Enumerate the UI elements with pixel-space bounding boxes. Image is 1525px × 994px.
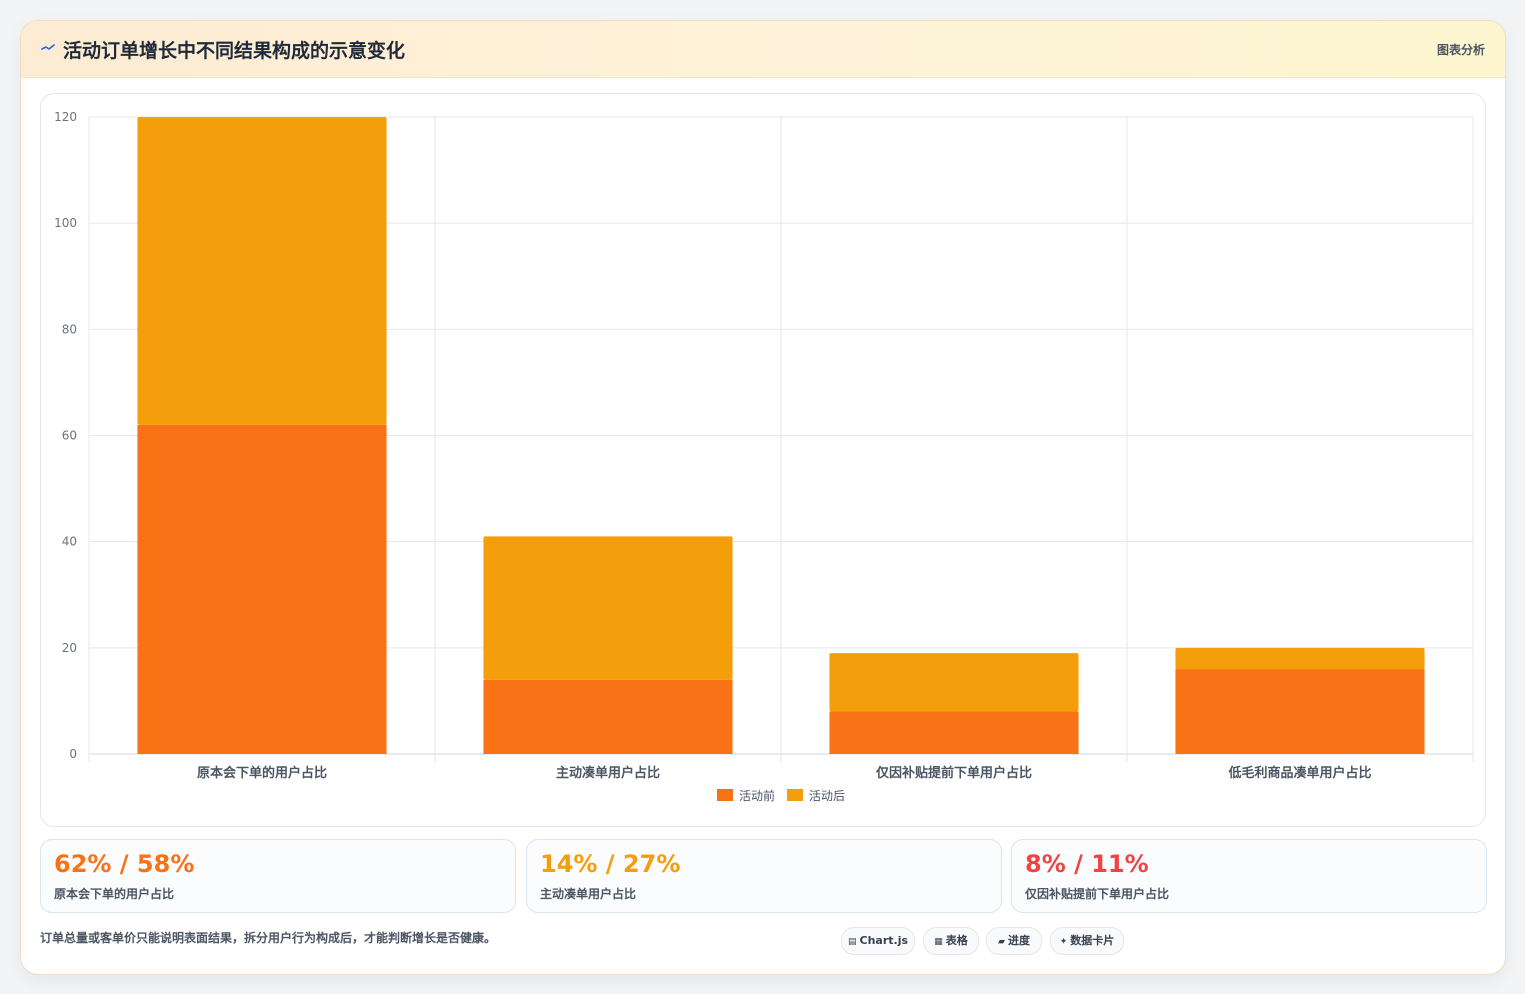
stat-value-2: 14% / 27% [540, 850, 681, 878]
chart-panel: 0 20 40 60 80 100 120 原本会下单的用户占比 主动凑单用户占比 仅因补贴提前下… [40, 93, 1486, 827]
stat-card-1: 62% / 58% 原本会下单的用户占比 [40, 839, 516, 913]
stacked-bar-chart: 0 20 40 60 80 100 120 原本会下单的用户占比 主动凑单用户占比 仅因补贴提前下… [54, 110, 1474, 803]
bar-before [829, 711, 1079, 754]
x-tick-label: 低毛利商品凑单用户占比 [1227, 765, 1371, 781]
stat-card-2: 14% / 27% 主动凑单用户占比 [526, 839, 1002, 913]
trend-line-icon [41, 44, 55, 50]
page-title: 活动订单增长中不同结果构成的示意变化 [63, 40, 406, 62]
chart-analysis-tag: 图表分析 [1436, 43, 1485, 57]
chip-data-card[interactable]: ✦ 数据卡片 [1050, 927, 1124, 955]
bar-after [483, 536, 733, 680]
x-tick-label: 仅因补贴提前下单用户占比 [875, 765, 1032, 781]
bar-before [1175, 669, 1425, 754]
footer-note: 订单总量或客单价只能说明表面结果，拆分用户行为构成后，才能判断增长是否健康。 [40, 931, 497, 945]
stat-value-1: 62% / 58% [54, 850, 195, 878]
chip-table[interactable]: ▦ 表格 [923, 927, 979, 955]
card-header: 活动订单增长中不同结果构成的示意变化 图表分析 [21, 21, 1505, 78]
stat-label-3: 仅因补贴提前下单用户占比 [1025, 887, 1170, 901]
y-tick-label: 100 [54, 216, 77, 230]
legend-label: 活动后 [809, 789, 845, 803]
x-tick-label: 原本会下单的用户占比 [197, 765, 327, 781]
bar-after [829, 653, 1079, 712]
card-icon: ✦ [1059, 937, 1068, 947]
legend-swatch [717, 789, 733, 801]
legend-swatch [787, 789, 803, 801]
legend-label: 活动前 [739, 788, 775, 803]
y-tick-label: 80 [62, 322, 77, 336]
bar-after [1175, 647, 1425, 670]
chip-progress[interactable]: ▰ 进度 [986, 927, 1042, 955]
bar-after [137, 117, 387, 425]
y-tick-label: 20 [62, 641, 77, 655]
y-tick-label: 60 [62, 429, 77, 443]
y-tick-label: 120 [54, 110, 77, 124]
chip-label: 表格 [945, 934, 968, 947]
stat-value-3: 8% / 11% [1025, 850, 1149, 878]
chip-label: 进度 [1007, 934, 1030, 947]
stat-label-1: 原本会下单的用户占比 [54, 887, 175, 901]
x-tick-label: 主动凑单用户占比 [556, 765, 660, 781]
chip-label: 数据卡片 [1070, 934, 1115, 947]
chip-label: Chart.js [859, 934, 909, 947]
y-tick-label: 0 [69, 747, 77, 761]
stat-label-2: 主动凑单用户占比 [540, 887, 637, 901]
bar-before [483, 679, 733, 754]
stat-cards: 62% / 58% 原本会下单的用户占比 14% / 27% 主动凑单用户占比 … [40, 839, 1487, 913]
progress-icon: ▰ [998, 937, 1005, 947]
y-tick-label: 40 [62, 535, 77, 549]
chart-icon: ▤ [847, 937, 857, 947]
table-icon: ▦ [934, 937, 943, 947]
bar-before [137, 424, 387, 754]
chart-card: 活动订单增长中不同结果构成的示意变化 图表分析 0 20 40 60 80 100 120 原… [20, 20, 1506, 975]
stat-card-3: 8% / 11% 仅因补贴提前下单用户占比 [1011, 839, 1487, 913]
chip-chartjs[interactable]: ▤ Chart.js [841, 927, 915, 955]
